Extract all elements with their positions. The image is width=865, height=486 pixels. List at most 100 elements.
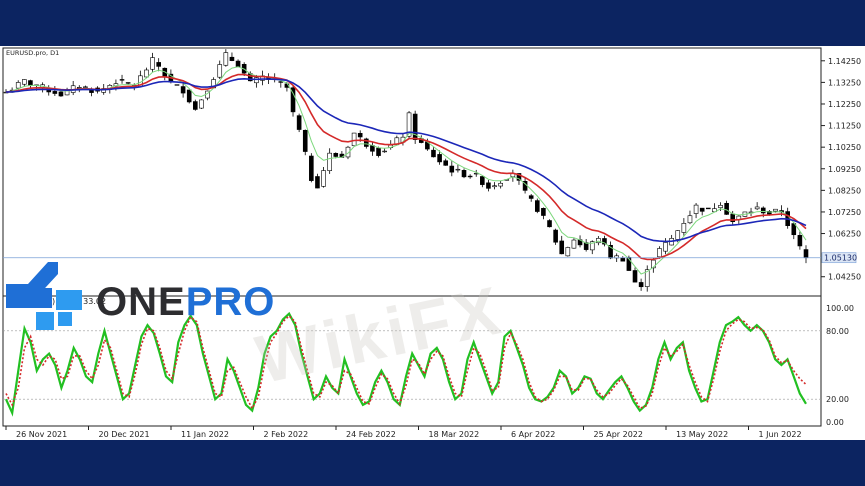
candle-body <box>467 175 473 178</box>
onepro-wordmark: ONEPRO <box>96 280 275 325</box>
candle-body <box>76 87 82 89</box>
candle-body <box>767 211 772 215</box>
candle-body <box>541 207 546 216</box>
candle-body <box>223 52 229 66</box>
candle-body <box>797 235 803 247</box>
price-axis: 1.14250 1.13250 1.12250 1.11250 1.10250 1.092… <box>821 57 861 282</box>
stoch-axis: 100.00 80.00 20.00 0.00 <box>826 304 854 427</box>
candle-body <box>651 259 656 269</box>
candle-body <box>449 165 455 173</box>
price-tick-label: 1.12250 <box>828 100 861 109</box>
candle-body <box>278 81 284 83</box>
candle-body <box>229 56 235 61</box>
candle-body <box>150 57 155 70</box>
candle-body <box>406 112 412 137</box>
candle-body <box>498 182 503 187</box>
price-tick-label: 1.06250 <box>828 230 861 239</box>
date-tick-label: 13 May 2022 <box>676 430 728 439</box>
current-price-label: 1.05130 <box>824 254 857 263</box>
candle-body <box>296 115 302 130</box>
candle-body <box>22 79 27 85</box>
stoch-levels <box>3 330 821 400</box>
candle-body <box>315 176 320 189</box>
candle-body <box>596 238 601 244</box>
chart-panel: EURUSD.pro, D1 1.14250 1.13250 1.12250 1.11… <box>0 46 865 440</box>
candle-body <box>632 270 638 283</box>
candle-body <box>675 230 681 240</box>
candle-body <box>486 182 491 189</box>
candle-body <box>663 242 668 252</box>
candle-body <box>699 207 705 212</box>
candle-body <box>125 82 131 84</box>
price-pane-border <box>2 47 822 297</box>
candle-body <box>638 282 644 288</box>
stoch-k-line <box>4 311 807 417</box>
date-tick-label: 2 Feb 2022 <box>264 430 309 439</box>
candle-body <box>431 149 436 158</box>
stoch-pane-border <box>2 295 822 427</box>
candle-body <box>217 64 223 78</box>
candle-body <box>687 215 693 224</box>
candle-body <box>58 91 64 97</box>
candle-body <box>382 150 387 153</box>
stoch-tick-label: 80.00 <box>826 327 849 336</box>
current-price-marker: 1.05130 <box>3 252 857 264</box>
stoch-tick-label: 20.00 <box>826 395 849 404</box>
onepro-cross-logo-icon <box>6 262 82 330</box>
candle-body <box>412 113 418 140</box>
candle-body <box>193 101 198 110</box>
candle-body <box>773 208 778 212</box>
price-pane-title: EURUSD.pro, D1 <box>6 49 59 57</box>
candle-body <box>760 207 766 214</box>
candle-body <box>516 173 522 181</box>
price-tick-label: 1.04250 <box>828 273 861 282</box>
candle-body <box>333 152 339 157</box>
candle-body <box>559 240 565 255</box>
candle-body <box>144 69 149 78</box>
candle-body <box>370 145 375 152</box>
moving-average-line <box>5 77 807 243</box>
candle-body <box>28 80 33 86</box>
candle-body <box>327 152 332 171</box>
candle-body <box>235 60 241 68</box>
candle-body <box>15 82 21 89</box>
candle-body <box>156 62 161 67</box>
candle-body <box>724 202 729 215</box>
candle-body <box>589 241 595 251</box>
candle-body <box>754 206 760 210</box>
candle-body <box>443 160 448 166</box>
candle-body <box>565 247 571 257</box>
price-tick-label: 1.13250 <box>828 78 861 87</box>
date-tick-label: 18 Mar 2022 <box>429 430 480 439</box>
price-tick-label: 1.08250 <box>828 186 861 195</box>
date-tick-label: 20 Dec 2021 <box>99 430 150 439</box>
candle-body <box>254 77 259 84</box>
current-price-box <box>821 252 857 264</box>
date-tick-label: 26 Nov 2021 <box>16 430 67 439</box>
candle-body <box>528 195 534 199</box>
date-tick-label: 1 Jun 2022 <box>759 430 802 439</box>
price-tick-label: 1.14250 <box>828 57 861 66</box>
candle-body <box>657 248 662 258</box>
candle-body <box>492 185 497 188</box>
date-tick-label: 24 Feb 2022 <box>346 430 396 439</box>
candle-body <box>376 147 381 156</box>
candle-body <box>119 79 125 81</box>
moving-average-line <box>5 66 807 275</box>
logo-text-pro: PRO <box>185 280 276 324</box>
candle-body <box>83 86 88 88</box>
date-tick-label: 25 Apr 2022 <box>594 430 643 439</box>
price-tick-label: 1.07250 <box>828 208 861 217</box>
chart-canvas: EURUSD.pro, D1 1.14250 1.13250 1.12250 1.11… <box>2 47 861 439</box>
price-tick-label: 1.11250 <box>828 122 861 131</box>
candle-body <box>174 84 180 86</box>
moving-averages <box>5 66 807 275</box>
candle-body <box>309 155 314 181</box>
candle-body <box>681 223 687 233</box>
candle-body <box>351 132 357 147</box>
candle-body <box>461 170 467 178</box>
candle-body <box>620 257 626 262</box>
candle-body <box>186 89 192 103</box>
candle-body <box>553 229 558 243</box>
candle-body <box>480 176 485 185</box>
